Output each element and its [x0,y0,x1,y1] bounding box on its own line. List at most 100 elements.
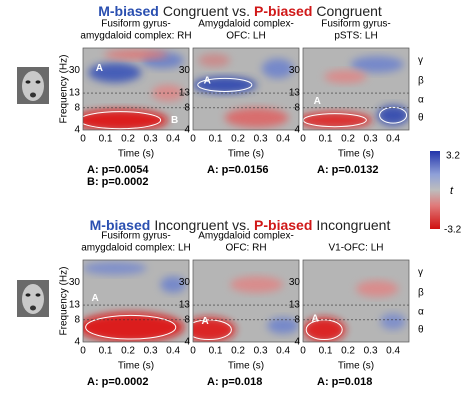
stat-label: A: p=0.0156 [207,164,268,176]
x-tick-label: 0 [80,346,86,357]
cluster-label: A [201,316,208,327]
cluster-outline [193,319,232,341]
x-tick-label: 0.3 [364,346,378,357]
heatmap-blob [83,261,147,275]
cluster-label: A [91,293,98,304]
title-part: P-biased [254,3,312,19]
cluster-outline [197,77,253,92]
heatmap-blob [193,317,236,342]
heatmap-blob [224,107,289,128]
y-tick-label: 13 [179,300,191,311]
x-tick-label: 0.3 [254,346,268,357]
y-tick-label: 30 [179,65,191,76]
y-tick-label: 8 [294,315,300,326]
panel-title: amygdaloid complex: LH [81,243,191,254]
y-tick-label: 4 [74,337,80,348]
panel-frame [302,47,410,131]
stat-label: A: p=0.0054 [87,164,149,176]
x-tick-label: 0.3 [144,134,158,145]
panel-title: OFC: RH [225,243,266,254]
x-tick-label: 0.2 [341,346,355,357]
heatmap-blob [88,62,142,83]
x-tick-label: 0.1 [209,134,223,145]
face-stimulus [17,280,49,317]
panel-title: amygdaloid complex: RH [80,31,191,42]
x-tick-label: 0.1 [319,346,333,357]
x-axis-label: Time (s) [118,361,154,372]
y-tick-label: 13 [289,300,301,311]
x-tick-label: 0.2 [341,134,355,145]
title-part: Incongruent [316,217,390,233]
heatmap-blob [230,276,284,293]
x-tick-label: 0.4 [166,346,180,357]
panel-title: pSTS: LH [334,31,377,42]
cluster-label: B [171,115,178,126]
cluster-label: A [311,314,318,325]
cluster-label: A [204,75,211,86]
y-tick-label: 4 [184,337,190,348]
y-tick-label: 4 [184,125,190,136]
band-label: β [418,287,424,298]
y-axis-label: Frequency (Hz) [59,267,70,336]
panel-frame [192,47,300,131]
x-tick-label: 0.4 [276,346,290,357]
y-tick-label: 4 [294,125,300,136]
heatmap [303,260,409,342]
x-tick-label: 0.2 [121,346,135,357]
heatmap [83,260,189,342]
heatmap-blob [380,313,406,330]
x-tick-label: 0.3 [144,346,158,357]
panel-title: Amygdaloid complex- [198,19,294,30]
heatmap-blob [377,105,409,126]
y-tick-label: 13 [179,88,191,99]
x-tick-label: 0.4 [276,134,290,145]
stat-label: B: p=0.0002 [87,176,148,188]
y-tick-label: 8 [294,103,300,114]
title-part: M-biased [90,217,151,233]
x-axis-label: Time (s) [338,149,374,160]
x-tick-label: 0 [300,134,306,145]
y-tick-label: 30 [289,277,301,288]
title-part: M-biased [98,3,159,19]
heatmap-blob [350,56,404,73]
stat-label: A: p=0.018 [207,376,262,388]
heatmap-blob [356,280,399,297]
cluster-label: A [96,63,103,74]
y-tick-label: 30 [69,65,81,76]
heatmap-blob [193,76,257,94]
x-tick-label: 0 [190,346,196,357]
y-tick-label: 8 [74,103,80,114]
y-tick-label: 30 [179,277,191,288]
y-tick-label: 4 [74,125,80,136]
title-part: Incongruent vs. [154,217,250,233]
y-tick-label: 30 [69,277,81,288]
band-label: α [418,306,424,317]
panel-title: Fusiform gyrus- [321,19,390,30]
x-tick-label: 0 [190,134,196,145]
panel-title: Fusiform gyrus- [101,231,170,242]
title-part: Congruent [316,3,381,19]
heatmap [193,260,299,342]
heatmap [303,48,409,130]
title-part: P-biased [254,217,312,233]
heatmap-blob [198,53,231,67]
band-label: α [418,94,424,105]
y-tick-label: 13 [69,300,81,311]
panel-frame [302,259,410,343]
x-tick-label: 0.2 [231,134,245,145]
y-tick-label: 13 [69,88,81,99]
heatmap-blob [160,276,186,293]
y-tick-label: 8 [74,315,80,326]
panel-frame [192,259,300,343]
band-label: θ [418,324,424,335]
x-tick-label: 0.3 [254,134,268,145]
colorbar-min: -3.2 [444,225,462,236]
heatmap-blob [83,312,184,342]
panel-title: OFC: LH [226,31,265,42]
x-tick-label: 0.2 [121,134,135,145]
y-tick-label: 8 [184,103,190,114]
y-tick-label: 30 [289,65,301,76]
x-axis-label: Time (s) [118,149,154,160]
